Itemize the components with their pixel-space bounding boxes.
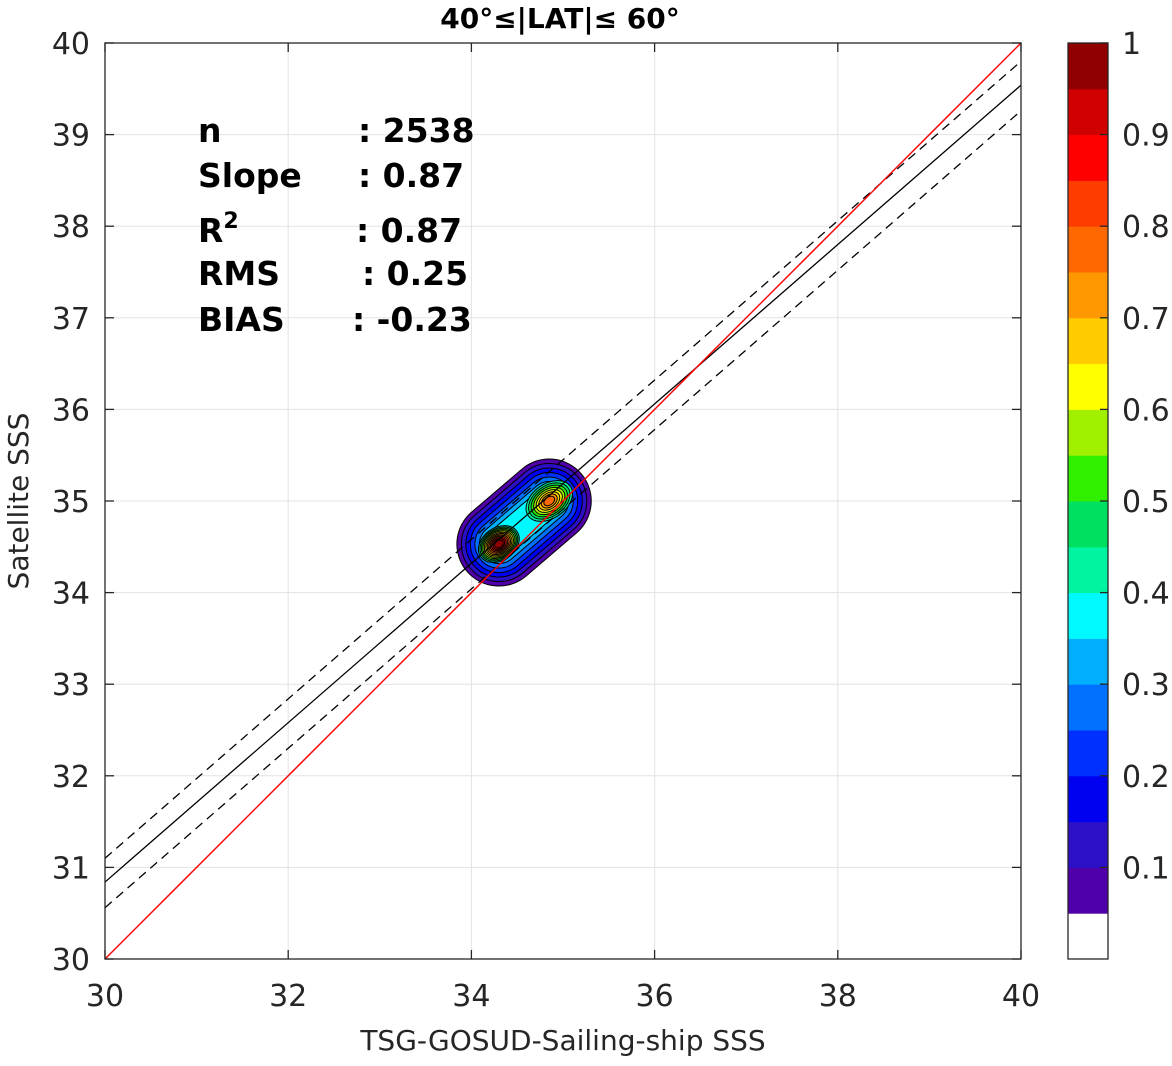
stat-superscript: 2 [223,209,238,234]
density-contours [456,458,592,587]
y-tick-label: 34 [52,577,90,612]
colorbar-band [1068,409,1108,456]
grid-lines [105,43,1021,959]
y-tick-label: 37 [52,302,90,337]
colorbar-band [1068,88,1108,136]
statistics-panel: n : 2538 Slope : 0.87 R2 : 0.87 RMS : 0.25 BIAS:… [198,111,475,339]
colorbar: 0.1 0.2 0.3 0.4 0.5 0.6 0.7 0.8 0.9 1 [1067,27,1170,960]
x-tick-label: 38 [819,979,857,1014]
y-tick-label: 40 [52,27,90,62]
colorbar-tick-label: 0.4 [1122,577,1170,612]
colorbar-band [1068,134,1108,181]
colorbar-tick-label: 0.7 [1122,302,1170,337]
y-tick-label: 35 [52,485,90,520]
stat-value: : 0.87 [356,211,462,250]
axis-ticks: 30 32 34 36 38 40 30 31 32 33 34 35 36 37 38 39 40 [52,27,1040,1014]
stat-value: : 0.87 [358,156,464,195]
y-tick-label: 32 [52,760,90,795]
upper-bound-line [105,60,1021,859]
colorbar-band [1068,775,1108,823]
colorbar-band [1068,43,1108,90]
stat-value: : 0.25 [362,254,468,293]
chart-title: 40°≤|LAT|≤ 60° [440,2,680,35]
colorbar-band [1068,592,1108,639]
stat-label: RMS [198,254,280,293]
regression-line [105,84,1021,883]
reference-lines [105,43,1021,959]
stat-label: n [198,111,222,150]
x-tick-label: 36 [636,979,674,1014]
x-tick-label: 34 [452,979,490,1014]
y-tick-label: 39 [52,119,90,154]
stat-value: : 2538 [358,111,475,150]
colorbar-band [1068,455,1108,502]
colorbar-band [1068,226,1108,273]
colorbar-tick-label: 0.8 [1122,210,1170,245]
colorbar-tick-label: 0.1 [1122,851,1170,886]
colorbar-band [1068,684,1108,731]
colorbar-tick-label: 0.6 [1122,393,1170,428]
stat-label: Slope [198,156,302,195]
colorbar-tick-label: 0.5 [1122,485,1170,520]
x-tick-label: 40 [1002,979,1040,1014]
colorbar-tick-label: 0.3 [1122,668,1170,703]
stat-value: : -0.23 [352,300,472,339]
colorbar-tick-label: 1 [1122,27,1141,62]
colorbar-band [1068,272,1108,319]
y-tick-label: 31 [52,851,90,886]
colorbar-band [1068,317,1108,365]
colorbar-band [1068,546,1108,594]
colorbar-tick-label: 0.2 [1122,760,1170,795]
colorbar-tick-label: 0.9 [1122,119,1170,154]
y-axis-label: Satellite SSS [2,413,35,590]
x-tick-label: 32 [269,979,307,1014]
lower-bound-line [105,110,1021,909]
colorbar-band [1068,180,1108,227]
colorbar-band [1068,913,1108,960]
colorbar-band [1068,730,1108,777]
x-axis-label: TSG-GOSUD-Sailing-ship SSS [359,1024,765,1057]
x-tick-label: 30 [86,979,124,1014]
colorbar-band [1068,638,1108,685]
colorbar-band [1068,363,1108,410]
stat-label: BIAS [198,300,285,339]
stat-label: R2 [198,209,239,250]
y-tick-label: 38 [52,210,90,245]
one-to-one-line [105,43,1021,959]
colorbar-band [1068,821,1108,868]
colorbar-band [1068,501,1108,548]
y-tick-label: 33 [52,668,90,703]
y-tick-label: 36 [52,393,90,428]
y-tick-label: 30 [52,943,90,978]
colorbar-band [1068,867,1108,914]
